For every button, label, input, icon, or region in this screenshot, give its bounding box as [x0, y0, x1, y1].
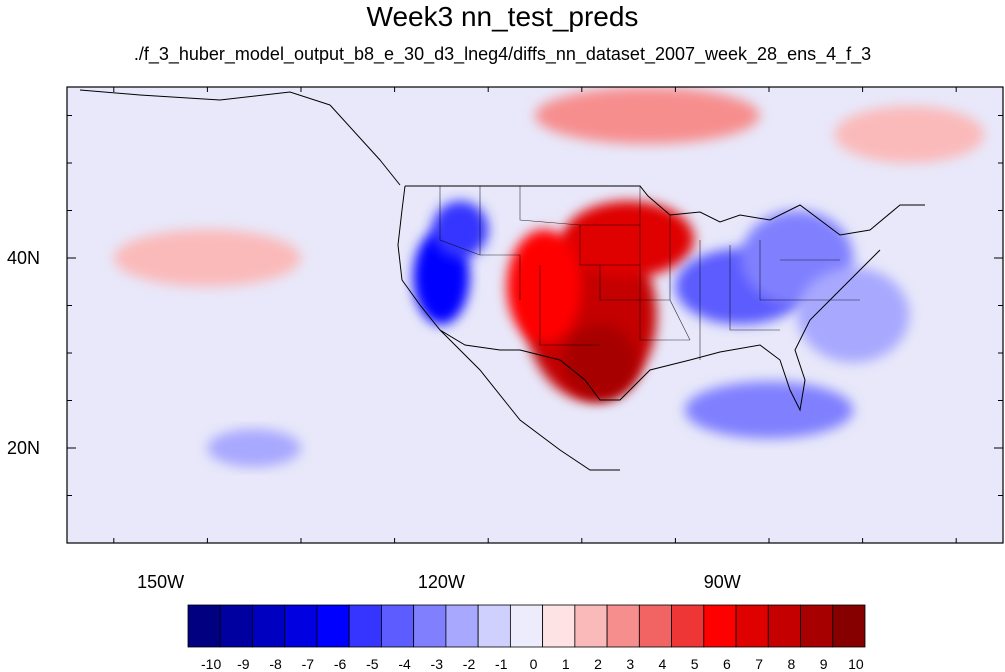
- colorbar-label: -5: [366, 656, 379, 672]
- colorbar-swatch: [638, 604, 672, 648]
- colorbar-label: -7: [302, 656, 315, 672]
- colorbar-label: 8: [788, 656, 796, 672]
- colorbar-swatch: [413, 604, 447, 648]
- anomaly-region-13: [834, 106, 985, 163]
- colorbar-swatch: [832, 604, 866, 648]
- anomaly-regions: [113, 87, 985, 467]
- x-tick-label: 120W: [418, 572, 465, 592]
- anomaly-region-12: [113, 229, 302, 287]
- colorbar-label: 10: [848, 656, 864, 672]
- colorbar-swatch: [542, 604, 576, 648]
- colorbar-swatch: [767, 604, 801, 648]
- colorbar-swatch: [509, 604, 544, 648]
- colorbar-label: -1: [495, 656, 508, 672]
- colorbar-label: 2: [594, 656, 602, 672]
- colorbar-swatch: [445, 604, 479, 648]
- map-title: Week3 nn_test_preds: [366, 1, 639, 32]
- colorbar-label: -2: [463, 656, 476, 672]
- colorbar: -10 -9 -8 -7 -6 -5 -4 -3 -2 -1 0 1 2 3 4 5 6 7 8 9 10: [187, 604, 866, 672]
- colorbar-label: 5: [691, 656, 699, 672]
- colorbar-swatch: [219, 604, 253, 648]
- colorbar-swatch: [800, 604, 834, 648]
- colorbar-label: 4: [659, 656, 667, 672]
- anomaly-region-1: [563, 324, 638, 401]
- colorbar-label: 0: [530, 656, 538, 672]
- y-tick-label: 20N: [7, 438, 40, 458]
- colorbar-swatch: [671, 604, 705, 648]
- colorbar-swatch: [606, 604, 640, 648]
- map-subtitle: ./f_3_huber_model_output_b8_e_30_d3_lneg…: [133, 44, 872, 64]
- colorbar-swatch: [574, 604, 608, 648]
- colorbar-swatch: [252, 604, 286, 648]
- coastlines: [79, 89, 925, 471]
- anomaly-region-10: [797, 267, 910, 363]
- colorbar-label: 1: [562, 656, 570, 672]
- colorbar-swatch: [703, 604, 737, 648]
- colorbar-swatch: [316, 604, 350, 648]
- plot-area: 150W 120W 90W 40N 20N: [7, 86, 1004, 592]
- colorbar-label: 6: [723, 656, 731, 672]
- colorbar-swatch: [381, 604, 415, 648]
- colorbar-label: -6: [334, 656, 347, 672]
- y-tick-label: 40N: [7, 248, 40, 268]
- axis-ticks: [67, 87, 1003, 543]
- colorbar-label: -10: [201, 656, 221, 672]
- colorbar-label: -8: [269, 656, 282, 672]
- x-tick-label: 150W: [137, 572, 184, 592]
- colorbar-swatch: [348, 604, 382, 648]
- colorbar-label: 9: [820, 656, 828, 672]
- axis-tick-labels: 150W 120W 90W 40N 20N: [7, 248, 741, 592]
- colorbar-label: -9: [237, 656, 250, 672]
- x-tick-label: 90W: [704, 572, 741, 592]
- anomaly-region-8: [684, 381, 854, 439]
- colorbar-label: 7: [755, 656, 763, 672]
- colorbar-label: -3: [431, 656, 444, 672]
- colorbar-label: 3: [626, 656, 634, 672]
- colorbar-swatch: [284, 604, 318, 648]
- colorbar-label: -4: [398, 656, 411, 672]
- colorbar-swatch: [735, 604, 769, 648]
- anomaly-region-9: [207, 429, 301, 467]
- anomaly-region-2: [563, 201, 695, 277]
- anomaly-region-5: [432, 201, 489, 258]
- colorbar-swatch: [477, 604, 511, 648]
- state-borders: [439, 186, 860, 360]
- colorbar-swatch: [187, 604, 221, 648]
- plot-frame: [66, 86, 1004, 544]
- anomaly-region-3: [506, 229, 582, 344]
- anomaly-region-11: [535, 87, 760, 144]
